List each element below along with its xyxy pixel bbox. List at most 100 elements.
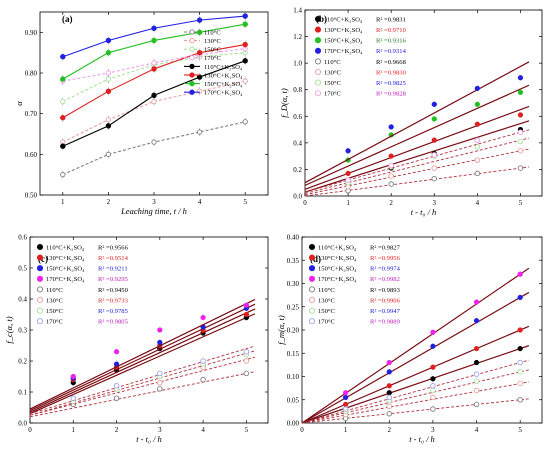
y-axis-label: f_c(α, t) xyxy=(4,316,14,343)
data-point xyxy=(430,329,436,335)
data-point xyxy=(342,406,349,412)
y-tick-label: 0.50 xyxy=(25,192,38,200)
data-point xyxy=(105,37,112,44)
x-tick-label: 2 xyxy=(107,198,111,206)
series-a-5 xyxy=(60,40,248,122)
x-tick-label: 1 xyxy=(346,199,350,207)
legend-swatch-marker xyxy=(314,37,322,44)
legend-label: 110°C xyxy=(204,29,221,36)
series-line xyxy=(62,121,246,176)
data-point xyxy=(242,41,248,48)
legend-swatch-marker xyxy=(314,79,322,86)
legend-label: 150°C xyxy=(204,47,222,54)
data-point xyxy=(242,21,248,27)
data-point xyxy=(517,138,524,145)
legend-swatch-marker xyxy=(36,318,44,325)
x-tick-label: 3 xyxy=(433,199,437,207)
legend-label: 130°C xyxy=(318,297,336,304)
fit-line xyxy=(304,148,530,196)
y-tick-label: 1.2 xyxy=(293,33,302,41)
data-point xyxy=(151,25,157,31)
legend-r2: R² =0.9668 xyxy=(376,59,407,66)
legend-label: 170°C xyxy=(318,319,336,326)
fit-line xyxy=(301,345,530,424)
data-point xyxy=(196,49,203,56)
data-point xyxy=(474,85,481,92)
legend-label: 130°C xyxy=(324,69,342,76)
y-tick-label: 0.6 xyxy=(18,234,27,242)
fit-line xyxy=(304,129,530,193)
series-a-7 xyxy=(60,12,248,61)
data-point xyxy=(105,117,112,123)
x-tick-label: 5 xyxy=(519,199,523,207)
legend-swatch-marker xyxy=(314,58,322,65)
x-tick-label: 4 xyxy=(476,199,480,207)
legend-swatch-marker xyxy=(189,63,195,70)
legend-label: 150°C+K₂SO₄ xyxy=(324,38,363,45)
legend-label: 130°C xyxy=(204,38,222,45)
fit-line xyxy=(304,84,530,186)
data-point xyxy=(431,101,437,107)
legend-label: 130°C+K₂SO₄ xyxy=(318,255,357,262)
legend-r2: R² =0.9211 xyxy=(98,266,128,273)
fit-line xyxy=(29,298,256,410)
data-point xyxy=(386,359,392,366)
data-point xyxy=(517,327,523,333)
data-point xyxy=(473,371,480,377)
legend-swatch-marker xyxy=(189,80,195,87)
plot-frame xyxy=(304,9,543,197)
data-point xyxy=(430,383,436,389)
data-point xyxy=(431,137,437,143)
data-point xyxy=(430,406,436,412)
data-point xyxy=(243,302,250,308)
data-point xyxy=(473,378,480,384)
data-point xyxy=(157,379,163,386)
series-b-5 xyxy=(304,148,530,196)
data-point xyxy=(386,390,392,396)
legend-swatch-marker xyxy=(308,318,316,325)
legend-d: 110°C+K₂SO₄ R² =0.9827 130°C+K₂SO₄ R² =0.99… xyxy=(308,243,401,326)
legend-r2: R² =0.9974 xyxy=(370,266,401,273)
fit-line xyxy=(29,308,256,413)
y-tick-label: 0.20 xyxy=(287,327,300,335)
fit-line xyxy=(29,303,256,412)
legend-r2: R² =0.9825 xyxy=(376,80,407,87)
data-point xyxy=(474,101,481,107)
legend-r2: R² =0.9710 xyxy=(376,27,407,34)
data-point xyxy=(517,369,523,375)
legend-c: 110°C+K₂SO₄ R² =0.9566 130°C+K₂SO₄ R² =0.95… xyxy=(36,243,129,326)
data-point xyxy=(151,92,157,99)
y-tick-label: 0.6 xyxy=(293,113,302,121)
data-point xyxy=(242,58,248,64)
data-point xyxy=(157,327,163,333)
legend-swatch-marker xyxy=(314,68,322,76)
series-a-0 xyxy=(60,117,248,179)
data-point xyxy=(517,294,523,301)
fit-line xyxy=(304,61,530,184)
legend-r2: R² =0.9733 xyxy=(98,297,129,304)
legend-swatch-marker xyxy=(36,265,44,272)
data-point xyxy=(431,116,437,122)
data-point xyxy=(473,299,480,305)
x-axis-label: t - t₀ / h xyxy=(409,434,435,444)
legend-r2: R² =0.9947 xyxy=(370,308,401,315)
data-point xyxy=(388,162,394,169)
data-point xyxy=(151,37,157,44)
legend-label: 110°C+K₂SO₄ xyxy=(204,64,243,71)
x-tick-label: 0 xyxy=(28,426,32,434)
y-tick-label: 0.8 xyxy=(293,86,302,94)
legend-swatch-marker xyxy=(308,275,316,282)
data-point xyxy=(60,54,66,60)
data-point xyxy=(113,383,120,389)
x-tick-label: 1 xyxy=(61,198,65,206)
data-point xyxy=(386,383,392,389)
data-point xyxy=(200,376,206,383)
series-c-3 xyxy=(29,298,256,410)
data-point xyxy=(517,148,524,154)
legend-swatch-marker xyxy=(36,275,44,282)
legend-label: 170°C+K₂SO₄ xyxy=(318,276,357,283)
y-tick-label: 0.25 xyxy=(287,303,300,311)
x-tick-label: 4 xyxy=(475,426,479,434)
legend-label: 170°C+K₂SO₄ xyxy=(204,90,243,97)
